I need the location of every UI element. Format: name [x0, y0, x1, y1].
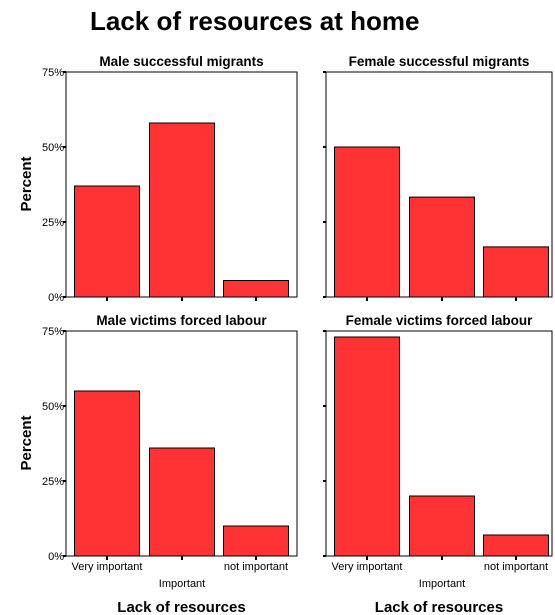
- y-axis-label: Percent: [18, 415, 35, 470]
- bar: [223, 525, 289, 557]
- x-tick-label: not important: [224, 561, 288, 573]
- x-tick-label: not important: [484, 561, 548, 573]
- bar: [334, 146, 400, 298]
- x-tick-label: Very important: [332, 561, 403, 573]
- panel-title: Female victims forced labour: [346, 313, 534, 328]
- bar: [409, 196, 475, 298]
- chart-title: Lack of resources at home: [90, 6, 420, 36]
- x-tick-label: Important: [159, 578, 205, 590]
- panel-title: Female successful migrants: [349, 54, 530, 69]
- y-axis-label: Percent: [18, 156, 35, 211]
- bar: [483, 246, 549, 298]
- bar: [74, 185, 140, 298]
- bar: [74, 390, 140, 557]
- x-axis-label: Lack of resources: [375, 599, 503, 615]
- x-axis-label: Lack of resources: [117, 599, 245, 615]
- bar: [223, 280, 289, 298]
- panel-title: Male victims forced labour: [96, 313, 267, 328]
- y-tick-label: 0%: [48, 292, 64, 304]
- x-tick-label: Very important: [72, 561, 143, 573]
- bar: [409, 495, 475, 557]
- y-tick-label: 0%: [48, 551, 64, 563]
- y-tick-label: 25%: [42, 476, 64, 488]
- bar: [483, 534, 549, 557]
- y-tick-label: 50%: [42, 142, 64, 154]
- panel-title: Male successful migrants: [99, 54, 263, 69]
- y-tick-label: 25%: [42, 217, 64, 229]
- bar: [334, 336, 400, 557]
- y-tick-label: 75%: [42, 326, 64, 338]
- x-tick-label: Important: [419, 578, 465, 590]
- y-tick-label: 50%: [42, 401, 64, 413]
- bar: [149, 447, 215, 557]
- bar: [149, 122, 215, 298]
- y-tick-label: 75%: [42, 67, 64, 79]
